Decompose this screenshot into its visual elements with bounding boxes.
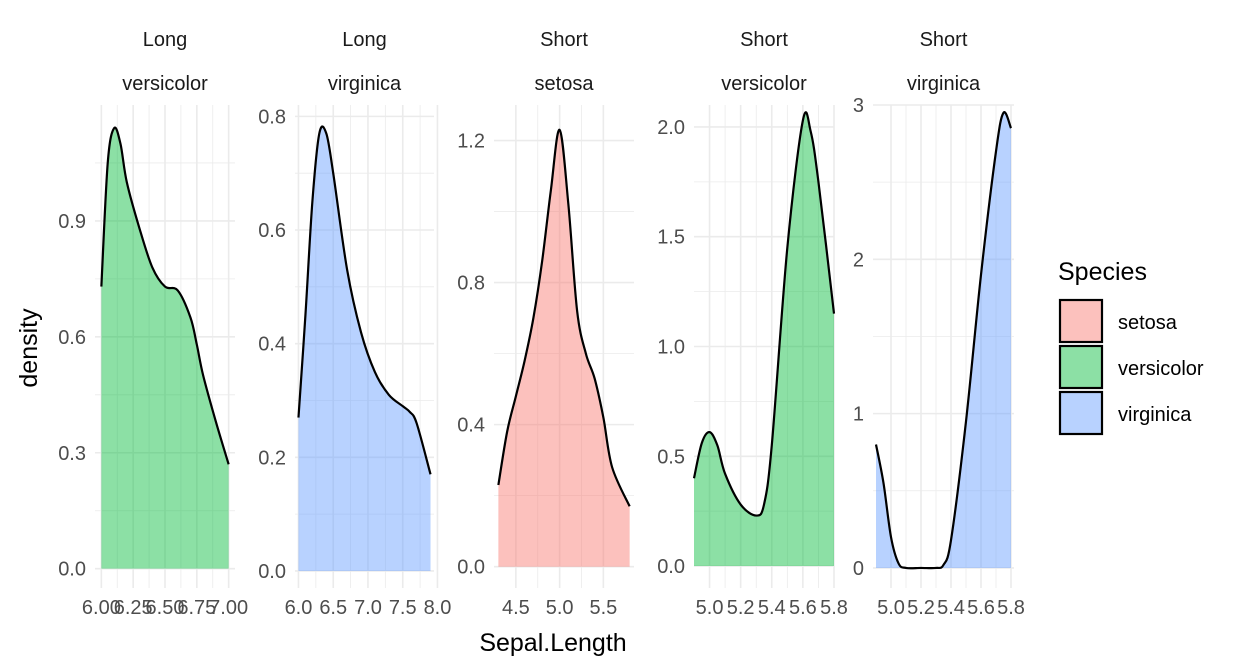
x-tick-label: 6.25 <box>114 597 153 619</box>
legend-title: Species <box>1058 258 1147 286</box>
strip-label-species: virginica <box>907 73 981 95</box>
x-tick-label: 8.0 <box>424 597 452 619</box>
x-tick-label: 5.4 <box>937 597 965 619</box>
density-line-versicolor <box>692 111 836 517</box>
y-tick-label: 0.4 <box>258 334 286 356</box>
legend-key-background <box>1060 300 1102 342</box>
legend-key-versicolor <box>1058 344 1104 390</box>
density-line-setosa <box>497 128 631 507</box>
facet-panels: Longversicolor6.006.256.506.757.000.00.3… <box>58 29 1025 619</box>
x-tick-label: 5.0 <box>877 597 905 619</box>
y-tick-label: 0.0 <box>58 559 86 581</box>
x-tick-label: 5.5 <box>589 597 617 619</box>
x-tick-label: 7.0 <box>354 597 382 619</box>
y-tick-label: 1.0 <box>657 337 685 359</box>
facet-panel-1: Long versicolor 6.006.256.506.757.00 0.0 0.3… <box>58 29 248 619</box>
x-tick-label: 5.8 <box>820 597 848 619</box>
x-tick-label: 5.6 <box>967 597 995 619</box>
y-tick-label: 0.0 <box>657 556 685 578</box>
density-area-versicolor <box>694 112 834 567</box>
legend-label-versicolor: versicolor <box>1118 358 1204 380</box>
y-tick-label: 0.6 <box>58 327 86 349</box>
x-tick-label: 5.6 <box>789 597 817 619</box>
y-tick-label: 0.4 <box>457 415 485 437</box>
y-tick-label: 0.8 <box>258 106 286 128</box>
x-tick-label: 6.5 <box>319 597 347 619</box>
y-tick-label: 3 <box>853 95 864 117</box>
x-tick-label: 6.00 <box>82 597 121 619</box>
density-area-virginica <box>876 112 1011 569</box>
facet-panel-3: Short setosa 4.5 5.0 5.5 0.0 0.4 0.8 1.2 <box>457 29 634 619</box>
y-tick-label: 0.3 <box>58 443 86 465</box>
strip-label-species: virginica <box>328 73 402 95</box>
x-tick-label: 7.5 <box>389 597 417 619</box>
legend-label-virginica: virginica <box>1118 404 1192 426</box>
legend-items: setosa versicolor virginica <box>1058 298 1204 436</box>
x-tick-label: 5.8 <box>997 597 1025 619</box>
y-tick-label: 0.5 <box>657 446 685 468</box>
x-tick-label: 5.0 <box>696 597 724 619</box>
x-tick-label: 4.5 <box>502 597 530 619</box>
legend-key-setosa <box>1058 298 1104 344</box>
legend-item-setosa: setosa <box>1058 298 1178 344</box>
x-tick-label: 6.50 <box>146 597 185 619</box>
strip-label-species: setosa <box>535 73 595 95</box>
y-tick-label: 1 <box>853 404 864 426</box>
facet-panel-2: Long virginica 6.0 6.5 7.0 7.5 8.0 0.0 0.2 0.4 0.6… <box>258 29 451 619</box>
x-tick-label: 7.00 <box>209 597 248 619</box>
legend-key-background <box>1060 346 1102 388</box>
y-tick-label: 1.2 <box>457 131 485 153</box>
density-area-versicolor <box>101 127 229 569</box>
x-tick-label: 5.2 <box>907 597 935 619</box>
y-tick-label: 0.8 <box>457 273 485 295</box>
y-tick-label: 0.0 <box>457 557 485 579</box>
strip-label-species: versicolor <box>721 73 807 95</box>
y-tick-label: 0 <box>853 558 864 580</box>
facet-panel-4: Short versicolor 5.0 5.2 5.4 5.6 5.8 0.0 0.5 1.0 1… <box>657 29 848 619</box>
strip-label-length: Long <box>342 29 387 51</box>
y-tick-label: 0.2 <box>258 447 286 469</box>
strip-label-species: versicolor <box>122 73 208 95</box>
facet-panel-5: Short virginica 5.0 5.2 5.4 5.6 5.8 0 1 2 3 <box>853 29 1025 619</box>
density-line-versicolor <box>100 126 230 465</box>
y-tick-label: 1.5 <box>657 227 685 249</box>
legend-item-versicolor: versicolor <box>1058 344 1204 390</box>
legend-item-virginica: virginica <box>1058 390 1192 436</box>
legend-label-setosa: setosa <box>1118 312 1178 334</box>
y-tick-label: 0.6 <box>258 220 286 242</box>
x-tick-label: 5.2 <box>727 597 755 619</box>
x-axis-title: Sepal.Length <box>479 629 626 657</box>
y-tick-label: 0.0 <box>258 561 286 583</box>
x-tick-label: 6.0 <box>285 597 313 619</box>
x-tick-label: 6.75 <box>177 597 216 619</box>
x-tick-label: 5.0 <box>546 597 574 619</box>
density-area-virginica <box>298 126 431 571</box>
strip-label-length: Short <box>540 29 588 51</box>
legend: Species setosa versicolor virginica <box>1058 258 1204 436</box>
y-tick-label: 2.0 <box>657 117 685 139</box>
density-line-virginica <box>874 111 1013 570</box>
strip-label-length: Long <box>143 29 188 51</box>
y-axis-title: density <box>15 308 43 388</box>
legend-key-background <box>1060 392 1102 434</box>
strip-label-length: Short <box>740 29 788 51</box>
density-area-setosa <box>498 129 630 567</box>
strip-label-length: Short <box>920 29 968 51</box>
y-tick-label: 0.9 <box>58 211 86 233</box>
y-tick-label: 2 <box>853 249 864 271</box>
density-line-virginica <box>297 125 432 475</box>
x-tick-label: 5.4 <box>758 597 786 619</box>
legend-key-virginica <box>1058 390 1104 436</box>
